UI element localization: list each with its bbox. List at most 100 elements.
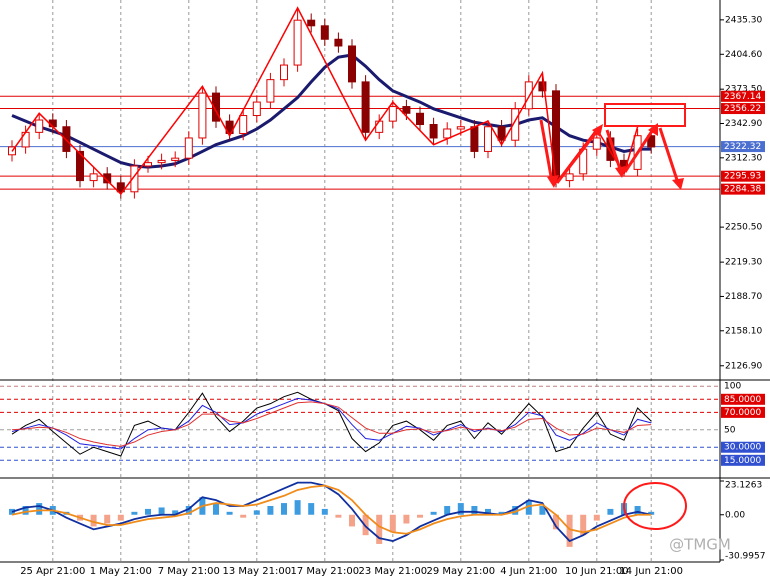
y-tick-label: 85.0000 — [724, 395, 761, 405]
price-label: 2356.22 — [724, 104, 761, 114]
x-tick-label: 10 Jun 21:00 — [565, 566, 629, 577]
x-tick-label: 7 May 21:00 — [158, 566, 220, 577]
histogram-bar — [430, 511, 437, 515]
candle-body — [592, 137, 601, 150]
x-tick-label: 13 May 21:00 — [223, 566, 292, 577]
highlight-circle — [623, 482, 687, 530]
candle-body — [334, 38, 343, 47]
level-label-bg — [721, 393, 765, 405]
candle-body — [266, 79, 275, 103]
candle-body — [89, 173, 98, 182]
histogram-bar — [281, 503, 287, 515]
histogram-bar — [321, 508, 328, 515]
histogram-bar — [22, 505, 29, 515]
candle-body — [144, 162, 152, 167]
price-label-bg — [721, 141, 765, 153]
candle-body — [416, 112, 424, 126]
arrow — [539, 119, 554, 183]
histogram-bar — [648, 511, 655, 515]
y-tick-label: 2126.90 — [725, 361, 762, 371]
indicator-line — [11, 401, 652, 447]
resistance-box — [604, 103, 686, 127]
candle-body — [497, 126, 506, 141]
histogram-bar — [485, 508, 491, 515]
candle-body — [212, 92, 220, 122]
y-tick-label: 2188.70 — [725, 292, 762, 302]
candle-body — [130, 165, 139, 193]
y-tick-label: -30.9957 — [725, 552, 765, 562]
price-label: 2322.32 — [724, 142, 761, 152]
y-tick-label: 23.1263 — [725, 481, 762, 491]
candle-body — [647, 135, 656, 148]
histogram-bar — [185, 505, 192, 515]
y-tick-label: 15.0000 — [724, 456, 761, 466]
candle-body — [116, 182, 125, 193]
candle-body — [429, 124, 438, 139]
arrow-head — [648, 123, 658, 136]
histogram-bar — [634, 505, 641, 515]
x-tick-label: 1 May 21:00 — [90, 566, 152, 577]
candle-body — [62, 126, 71, 152]
histogram-bar — [498, 511, 505, 515]
candle-body — [443, 128, 452, 139]
histogram-bar — [444, 505, 451, 515]
histogram-bar — [90, 514, 97, 527]
histogram-bar — [335, 514, 342, 518]
histogram-bar — [9, 508, 15, 515]
histogram-bar — [417, 514, 423, 518]
candle-body — [35, 119, 44, 133]
y-tick-label: 2158.10 — [725, 326, 762, 336]
candle-body — [157, 159, 166, 164]
histogram-bar — [403, 514, 410, 524]
candle-body — [307, 19, 316, 27]
arrow-head — [547, 175, 559, 188]
vertical-grid — [52, 0, 652, 562]
candle-body — [198, 92, 207, 139]
x-tick-label: 25 Apr 21:00 — [20, 566, 85, 577]
price-label: 2284.38 — [724, 185, 761, 195]
histogram-bar — [525, 500, 532, 515]
price-label-bg — [721, 90, 765, 102]
arrow — [605, 129, 623, 173]
y-tick-label: 2404.60 — [725, 50, 762, 60]
annotations — [539, 103, 687, 530]
candle-body — [348, 45, 356, 83]
candle-body — [252, 101, 261, 117]
candle-body — [225, 120, 234, 134]
histogram-bar — [117, 514, 124, 521]
candle-body — [184, 137, 193, 159]
price-label-bg — [721, 183, 765, 195]
histogram-bar — [213, 503, 219, 515]
candle-body — [511, 108, 520, 141]
histogram-bar — [226, 511, 233, 515]
histogram-bar — [145, 508, 151, 515]
candle-body — [565, 173, 574, 182]
candle-body — [388, 106, 397, 122]
histogram-bar — [553, 514, 559, 530]
candle-body — [456, 126, 465, 130]
candle-body — [375, 120, 384, 133]
histogram-bar — [158, 507, 165, 515]
histogram-bar — [607, 508, 614, 515]
arrow — [623, 127, 656, 173]
y-tick-label: 2435.30 — [725, 15, 762, 25]
histogram-bar — [471, 505, 478, 515]
candle-body — [76, 150, 84, 182]
candle-body — [280, 64, 288, 81]
level-label-bg — [721, 454, 765, 466]
histogram-bar — [308, 503, 315, 515]
x-tick-label: 14 Jun 21:00 — [619, 566, 683, 577]
y-tick-label: 100 — [724, 382, 741, 392]
histogram-bar — [253, 510, 260, 515]
histogram-bar — [376, 514, 383, 544]
y-tick-label: 0.00 — [725, 510, 745, 520]
histogram-bar — [566, 514, 573, 547]
candle-body — [171, 157, 180, 161]
y-tick-label: 2342.90 — [725, 119, 762, 129]
arrow-head — [592, 124, 603, 137]
histogram-bar — [512, 505, 519, 515]
y-tick-label: 2373.50 — [725, 85, 762, 95]
